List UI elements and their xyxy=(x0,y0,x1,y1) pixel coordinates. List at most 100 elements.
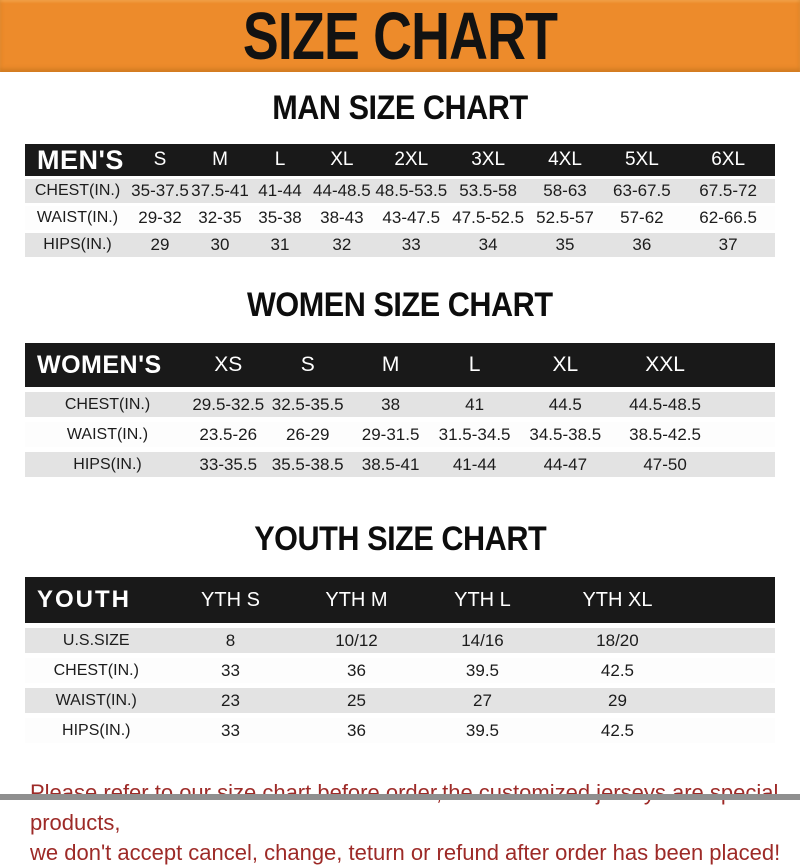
size-value-cell: 47-50 xyxy=(643,454,687,474)
size-value-cell: 33 xyxy=(401,235,421,254)
table-header-row: WOMEN'S XS S M L XL XXL xyxy=(25,343,775,387)
size-value-cell: 31.5-34.5 xyxy=(438,424,511,444)
size-value-cell: 29-32 xyxy=(138,208,182,227)
size-value-cell: 33 xyxy=(221,660,240,680)
size-column-header: S xyxy=(153,149,167,170)
size-value-cell: 44.5-48.5 xyxy=(629,394,701,414)
row-label: HIPS(IN.) xyxy=(62,721,131,739)
size-column-header: XL xyxy=(552,353,579,376)
size-value-cell: 29 xyxy=(150,235,170,254)
men-size-table: MEN'S S M L XL 2XL 3XL 4XL 5XL 6XL CHEST(IN.) 35-37… xyxy=(25,141,775,260)
size-value-cell: 52.5-57 xyxy=(536,208,594,227)
size-value-cell: 31 xyxy=(270,235,290,254)
size-column-header: S xyxy=(300,353,315,376)
size-value-cell: 38-43 xyxy=(320,208,364,227)
size-value-cell: 23 xyxy=(221,690,240,710)
table-corner-label: MEN'S xyxy=(37,144,124,175)
man-section-heading: MAN SIZE CHART xyxy=(272,89,528,127)
row-label: CHEST(IN.) xyxy=(53,661,139,679)
size-value-cell: 34.5-38.5 xyxy=(529,424,602,444)
size-value-cell: 29.5-32.5 xyxy=(192,394,265,414)
size-value-cell: 38 xyxy=(381,394,401,414)
table-row: WAIST(IN.) 23 25 27 29 xyxy=(25,688,775,713)
size-value-cell: 10/12 xyxy=(335,630,378,650)
empty-cell xyxy=(716,422,775,447)
order-policy-line-1: Please refer to our size chart before or… xyxy=(30,780,779,835)
size-value-cell: 44-48.5 xyxy=(313,181,371,200)
size-value-cell: 35 xyxy=(555,235,575,254)
size-value-cell: 30 xyxy=(210,235,230,254)
row-label: HIPS(IN.) xyxy=(43,236,112,253)
row-label: CHEST(IN.) xyxy=(64,395,151,413)
size-value-cell: 32 xyxy=(332,235,352,254)
size-value-cell: 32-35 xyxy=(198,208,242,227)
size-column-header: YTH M xyxy=(325,588,388,611)
size-value-cell: 8 xyxy=(225,630,236,650)
size-column-header: XS xyxy=(214,353,243,376)
row-label: U.S.SIZE xyxy=(62,631,130,649)
size-value-cell: 44.5 xyxy=(548,394,582,414)
size-column-header: 5XL xyxy=(624,149,659,170)
empty-cell xyxy=(716,452,775,477)
empty-cell xyxy=(689,718,775,743)
size-column-header: M xyxy=(212,149,228,170)
size-column-header: XXL xyxy=(645,353,685,376)
size-value-cell: 29-31.5 xyxy=(361,424,420,444)
table-row: CHEST(IN.) 35-37.5 37.5-41 41-44 44-48.5 48.5… xyxy=(25,179,775,203)
size-column-header: L xyxy=(274,149,286,170)
empty-cell xyxy=(689,688,775,713)
size-value-cell: 67.5-72 xyxy=(699,181,757,200)
size-value-cell: 27 xyxy=(473,690,492,710)
size-column-header: 2XL xyxy=(394,149,429,170)
size-value-cell: 42.5 xyxy=(600,720,634,740)
table-row: WAIST(IN.) 23.5-26 26-29 29-31.5 31.5-34.5 34… xyxy=(25,422,775,447)
order-policy-line-2: we don't accept cancel, change, teturn o… xyxy=(30,840,781,865)
size-value-cell: 58-63 xyxy=(543,181,587,200)
size-value-cell: 23.5-26 xyxy=(199,424,258,444)
size-column-header: M xyxy=(381,353,400,376)
size-column-header: 3XL xyxy=(471,149,506,170)
size-column-header: 4XL xyxy=(548,149,582,170)
table-corner-label: YOUTH xyxy=(37,586,131,613)
size-column-header: 6XL xyxy=(711,149,746,170)
size-value-cell: 36 xyxy=(632,235,652,254)
size-chart-banner: SIZE CHART xyxy=(0,0,800,72)
empty-cell xyxy=(689,658,775,683)
banner-title: SIZE CHART xyxy=(242,0,558,74)
table-row: HIPS(IN.) 29 30 31 32 33 34 35 36 37 xyxy=(25,233,775,257)
youth-size-section: YOUTH SIZE CHART YOUTH YTH S YTH M YTH L YTH… xyxy=(0,520,800,748)
table-header-row: YOUTH YTH S YTH M YTH L YTH XL xyxy=(25,577,775,623)
empty-header-cell xyxy=(689,577,775,623)
size-value-cell: 53.5-58 xyxy=(459,181,517,200)
row-label: CHEST(IN.) xyxy=(34,182,121,199)
empty-cell xyxy=(716,392,775,417)
size-value-cell: 57-62 xyxy=(620,208,664,227)
size-value-cell: 29 xyxy=(607,690,627,710)
size-value-cell: 35-37.5 xyxy=(131,181,189,200)
youth-section-heading: YOUTH SIZE CHART xyxy=(253,520,546,558)
row-label: WAIST(IN.) xyxy=(66,425,149,443)
size-column-header: L xyxy=(468,353,481,376)
size-value-cell: 48.5-53.5 xyxy=(375,181,448,200)
table-row: U.S.SIZE 8 10/12 14/16 18/20 xyxy=(25,628,775,653)
empty-header-cell xyxy=(716,343,775,387)
row-label: WAIST(IN.) xyxy=(36,209,119,226)
size-value-cell: 35-38 xyxy=(258,208,302,227)
size-value-cell: 38.5-41 xyxy=(361,454,420,474)
size-value-cell: 36 xyxy=(347,660,366,680)
size-value-cell: 35.5-38.5 xyxy=(271,454,344,474)
size-value-cell: 41-44 xyxy=(258,181,302,200)
size-value-cell: 37.5-41 xyxy=(191,181,249,200)
size-value-cell: 42.5 xyxy=(600,660,634,680)
size-value-cell: 26-29 xyxy=(285,424,330,444)
size-value-cell: 25 xyxy=(347,690,366,710)
size-column-header: YTH L xyxy=(454,588,511,611)
size-value-cell: 32.5-35.5 xyxy=(271,394,344,414)
size-value-cell: 43-47.5 xyxy=(382,208,441,227)
bottom-edge-strip xyxy=(0,794,800,800)
size-value-cell: 41-44 xyxy=(452,454,497,474)
table-row: WAIST(IN.) 29-32 32-35 35-38 38-43 43-47.5 47.… xyxy=(25,206,775,230)
table-corner-label: WOMEN'S xyxy=(37,350,162,379)
man-size-section: MAN SIZE CHART MEN'S S M L XL 2XL 3XL 4XL 5XL 6XL… xyxy=(0,89,800,260)
size-value-cell: 34 xyxy=(478,235,498,254)
